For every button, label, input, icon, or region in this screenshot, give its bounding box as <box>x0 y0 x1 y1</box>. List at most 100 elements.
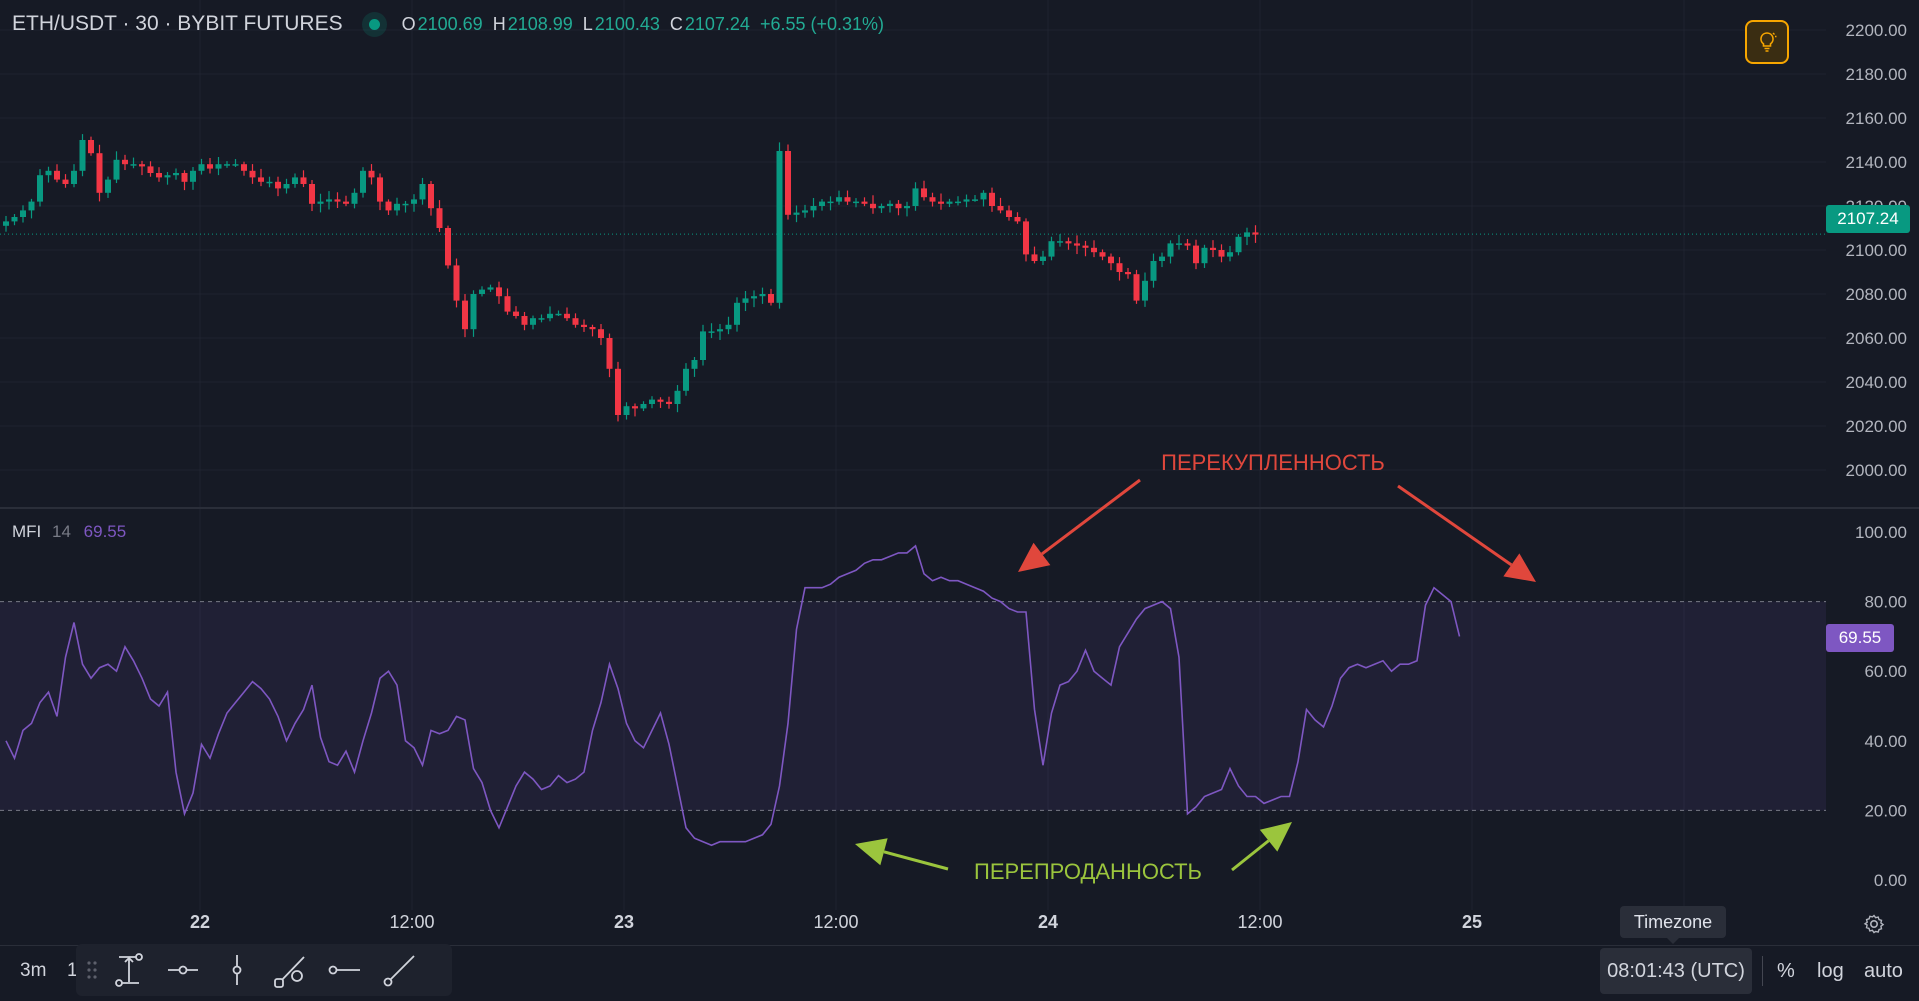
candle-body <box>674 390 681 404</box>
candle-body <box>275 181 281 189</box>
candle-body <box>54 170 60 180</box>
candle-body <box>496 287 502 297</box>
candle-body <box>802 210 808 213</box>
candle-body <box>921 188 927 198</box>
candle-body <box>241 164 247 171</box>
candle-body <box>258 177 264 182</box>
arrow-head <box>1259 822 1292 852</box>
candle-body <box>785 151 791 215</box>
candle-body <box>139 164 145 167</box>
candle-body <box>1227 252 1233 257</box>
symbol-title[interactable]: ETH/USDT · 30 · BYBIT FUTURES <box>12 12 343 35</box>
candle-body <box>1235 236 1242 253</box>
candle-body <box>521 316 528 325</box>
candle-body <box>980 192 987 200</box>
candle-body <box>411 199 417 204</box>
auto-scale-toggle[interactable]: auto <box>1864 960 1903 982</box>
time-axis-tick-label: 12:00 <box>1237 912 1282 932</box>
oversold-arrow-left <box>855 838 949 871</box>
low-value: 2100.43 <box>594 13 660 34</box>
ray-line-icon[interactable] <box>372 948 426 992</box>
time-axis-tick-label: 12:00 <box>389 912 434 932</box>
candle-body <box>71 170 77 184</box>
time-axis-tick-label: 12:00 <box>813 912 858 932</box>
mfi-line <box>5 544 1461 847</box>
percent-scale-toggle[interactable]: % <box>1777 960 1795 982</box>
price-range-tool-icon[interactable] <box>102 948 156 992</box>
arrow-shaft <box>1231 839 1270 872</box>
candle-body <box>904 206 910 209</box>
candle-body <box>377 177 383 202</box>
close-label: C <box>669 13 683 34</box>
candle-body <box>963 199 970 202</box>
candle-body <box>317 201 324 204</box>
candle-body <box>1006 210 1012 217</box>
candle-body <box>1040 256 1046 261</box>
candle-body <box>572 318 579 325</box>
candle-body <box>300 177 307 184</box>
candle-body <box>1031 254 1038 261</box>
timezone-clock-button[interactable]: 08:01:43 (UTC) <box>1600 948 1752 994</box>
candle-body <box>776 151 783 303</box>
candle-body <box>972 199 978 201</box>
idea-bulb-button[interactable] <box>1745 20 1789 64</box>
candle-body <box>683 368 689 391</box>
time-axis-tick-label: 23 <box>614 912 634 932</box>
candle-body <box>504 296 511 312</box>
candle-body <box>402 203 409 206</box>
candle-body <box>861 201 868 204</box>
settings-gear-icon[interactable] <box>1862 912 1886 936</box>
candle-body <box>394 203 400 211</box>
horizontal-ray-icon[interactable] <box>156 948 210 992</box>
horizontal-line-icon[interactable] <box>318 948 372 992</box>
high-value: 2108.99 <box>507 13 573 34</box>
mfi-value-badge: 69.55 <box>1826 624 1894 652</box>
candle-body <box>419 184 426 200</box>
mfi-name[interactable]: MFI <box>12 522 42 541</box>
candle-body <box>827 201 834 204</box>
candle-body <box>725 324 732 330</box>
candle-body <box>105 179 111 193</box>
timeframe-button[interactable]: 3m <box>20 960 47 981</box>
vertical-line-icon[interactable] <box>210 948 264 992</box>
timeframe-button-next[interactable]: 1 <box>67 960 78 981</box>
candle-body <box>453 265 460 301</box>
candle-body <box>11 217 18 222</box>
candle-body <box>878 206 885 209</box>
candle-body <box>351 192 358 204</box>
candle-body <box>759 294 766 297</box>
drag-handle-icon[interactable] <box>82 955 102 985</box>
candle-body <box>1201 247 1208 264</box>
mfi-value: 69.55 <box>83 522 127 541</box>
log-scale-toggle[interactable]: log <box>1817 960 1844 982</box>
time-axis-tick-label: 22 <box>190 912 210 932</box>
trend-line-icon[interactable] <box>264 948 318 992</box>
candle-body <box>1108 256 1114 264</box>
candle-body <box>1159 256 1165 261</box>
price-axis-tick-label: 2000.00 <box>1846 461 1907 480</box>
candle-body <box>623 406 630 415</box>
candle-body <box>436 208 443 228</box>
open-value: 2100.69 <box>417 13 483 34</box>
candle-body <box>28 201 35 211</box>
arrow-shaft <box>1397 484 1513 567</box>
mfi-axis-tick-label: 40.00 <box>1864 732 1907 751</box>
candle-body <box>649 399 655 404</box>
candle-body <box>3 221 9 226</box>
candle-body <box>1074 243 1080 246</box>
candle-body <box>547 313 553 319</box>
candle-body <box>1176 243 1182 245</box>
candle-body <box>266 181 273 184</box>
candle-body <box>870 203 876 209</box>
price-axis-tick-label: 2180.00 <box>1846 65 1907 84</box>
candle-body <box>657 399 664 402</box>
candle-body <box>334 199 341 202</box>
mfi-axis-tick-label: 0.00 <box>1874 871 1907 890</box>
oversold-arrow-right <box>1231 822 1292 872</box>
high-label: H <box>492 13 506 34</box>
candle-body <box>309 184 315 204</box>
candle-body <box>173 173 179 176</box>
candle-body <box>598 329 604 338</box>
candle-body <box>895 203 902 209</box>
